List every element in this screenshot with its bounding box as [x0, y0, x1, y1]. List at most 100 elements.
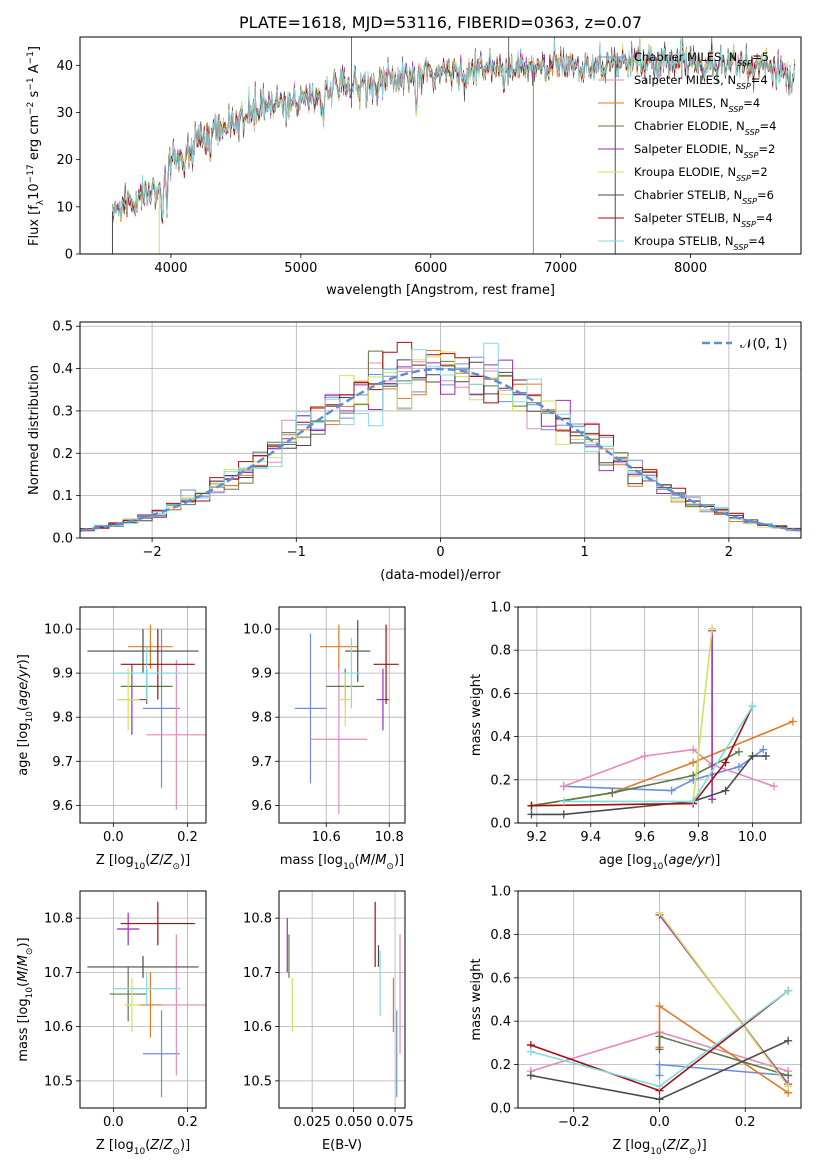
data-point-marker	[655, 1095, 664, 1104]
label-part: M	[16, 971, 31, 982]
label-part: ]	[27, 46, 42, 51]
x-axis-label: mass [log10(M/M⊙)]	[280, 853, 404, 872]
legend-label-tail: =2	[758, 142, 775, 156]
axes-weight_vs_age: 9.2 9.4 9.6 9.8 10.0 0.0 0.2 0.4 0.6 0.8 1.0 age [l…	[469, 601, 802, 872]
label-part: Z [log	[96, 853, 134, 868]
data-point-marker	[655, 908, 664, 917]
legend-label-tail: =4	[751, 73, 768, 87]
legend-label: Chabrier STELIB, NSSP=6	[634, 188, 774, 206]
legend-label-sub: SSP	[737, 59, 752, 68]
x-tick-label: 0	[436, 545, 444, 560]
x-tick-label: 2	[725, 545, 733, 560]
data-point-marker	[721, 758, 730, 767]
label-part: −17	[26, 164, 36, 183]
legend-label: Kroupa MILES, NSSP=4	[634, 96, 760, 114]
label-part: Z	[666, 1138, 677, 1153]
x-tick-label: 0.2	[177, 1115, 198, 1130]
legend-label-tail: =2	[751, 165, 768, 179]
label-part: )]	[16, 654, 31, 664]
legend-label-tail: =4	[760, 119, 777, 133]
label-part: Flux [f	[27, 205, 42, 246]
y-tick-label: 0.5	[52, 320, 73, 335]
y-tick-label: 0	[65, 248, 73, 263]
legend-label: 𝒩(0, 1)	[740, 337, 787, 352]
data-point-marker	[708, 624, 717, 633]
legend-label-main: Salpeter MILES, N	[634, 73, 736, 87]
data-point-marker	[708, 795, 717, 804]
label-part: (	[662, 1138, 667, 1153]
y-tick-label: 10.5	[44, 1074, 73, 1089]
label-part: ⊙	[689, 1147, 697, 1157]
y-axis-label: mass [log10(M/M⊙)]	[16, 937, 35, 1061]
data-point-marker	[655, 1082, 664, 1091]
errorbars	[87, 624, 206, 810]
y-tick-label: 0.4	[52, 362, 73, 377]
data-point-marker	[748, 752, 757, 761]
data-point-marker	[655, 1045, 664, 1054]
legend-label-main: Chabrier ELODIE, N	[634, 119, 745, 133]
data-point-marker	[784, 1071, 793, 1080]
label-part: )]	[16, 937, 31, 947]
data-point-marker	[721, 786, 730, 795]
legend-label-tail: =6	[757, 188, 774, 202]
label-part: Z	[149, 853, 160, 868]
data-point-marker	[559, 782, 568, 791]
legend-label-sub: SSP	[736, 82, 751, 91]
x-tick-label: 9.4	[580, 830, 601, 845]
x-tick-label: 0.075	[376, 1115, 413, 1130]
legend-label-main: Kroupa ELODIE, N	[634, 165, 736, 179]
axes-age_vs_Z: 0.0 0.29.69.79.89.910.0Z [log10(Z/Z⊙)]age…	[16, 606, 207, 872]
data-point-marker	[689, 758, 698, 767]
legend-label: Kroupa STELIB, NSSP=4	[634, 234, 765, 252]
y-tick-label: 10.6	[243, 1020, 272, 1035]
errorbars	[286, 901, 401, 1098]
label-part: (	[145, 853, 150, 868]
y-axis-label: age [log10(age/yr)]	[16, 654, 35, 776]
y-tick-label: 10	[56, 200, 73, 215]
axes-mass_vs_ebv: 0.025 0.050 0.075 10.5 10.6 10.7 10.8 E(B-V)	[243, 890, 414, 1153]
histograms	[80, 341, 801, 533]
legend-label: Salpeter STELIB, NSSP=4	[634, 211, 773, 229]
y-tick-label: 9.8	[251, 711, 272, 726]
label-part: /	[371, 853, 376, 868]
label-part: Z	[679, 1138, 690, 1153]
label-part: (	[16, 982, 31, 987]
y-tick-label: 0.6	[490, 971, 511, 986]
series-line-5	[658, 912, 789, 1087]
label-part: )]	[394, 853, 404, 868]
x-tick-label: 0.025	[294, 1115, 331, 1130]
label-part: 10	[25, 987, 35, 999]
x-tick-label: 5000	[284, 261, 317, 276]
data-point-marker	[735, 747, 744, 756]
x-tick-label: 0.2	[735, 1115, 756, 1130]
label-part: age/yr	[668, 853, 711, 868]
y-tick-label: 10.8	[44, 912, 73, 927]
x-axis-label: Z [log10(Z/Z⊙)]	[612, 1138, 706, 1157]
legend-label-sub: SSP	[741, 220, 756, 229]
legend-label-sub: SSP	[744, 151, 759, 160]
label-part: /	[159, 853, 164, 868]
label-part: −2	[26, 102, 36, 115]
data-point-marker	[667, 786, 676, 795]
legend-label-tail: =4	[748, 234, 765, 248]
data-point-marker	[784, 1082, 793, 1091]
y-tick-label: 1.0	[490, 885, 511, 900]
series-line-0	[563, 748, 764, 792]
axes-frame	[79, 321, 802, 539]
normal-reference-curve	[80, 367, 801, 532]
x-tick-label: 10.8	[375, 830, 404, 845]
y-axis-label: mass weight	[469, 674, 484, 756]
label-part: ⊙	[25, 948, 35, 956]
series-line-7	[531, 706, 754, 807]
label-part: (	[663, 853, 668, 868]
y-tick-label: 10.7	[44, 966, 73, 981]
y-tick-label: 0.2	[52, 447, 73, 462]
legend-label: Salpeter MILES, NSSP=4	[634, 73, 768, 91]
data-point-marker	[689, 745, 698, 754]
axes-mass_vs_Z: 0.0 0.210.510.610.710.8Z [log10(Z/Z⊙)]mas…	[16, 890, 207, 1157]
y-tick-label: 20	[56, 153, 73, 168]
label-part: ⊙	[172, 862, 180, 872]
data-point-marker	[526, 1047, 535, 1056]
